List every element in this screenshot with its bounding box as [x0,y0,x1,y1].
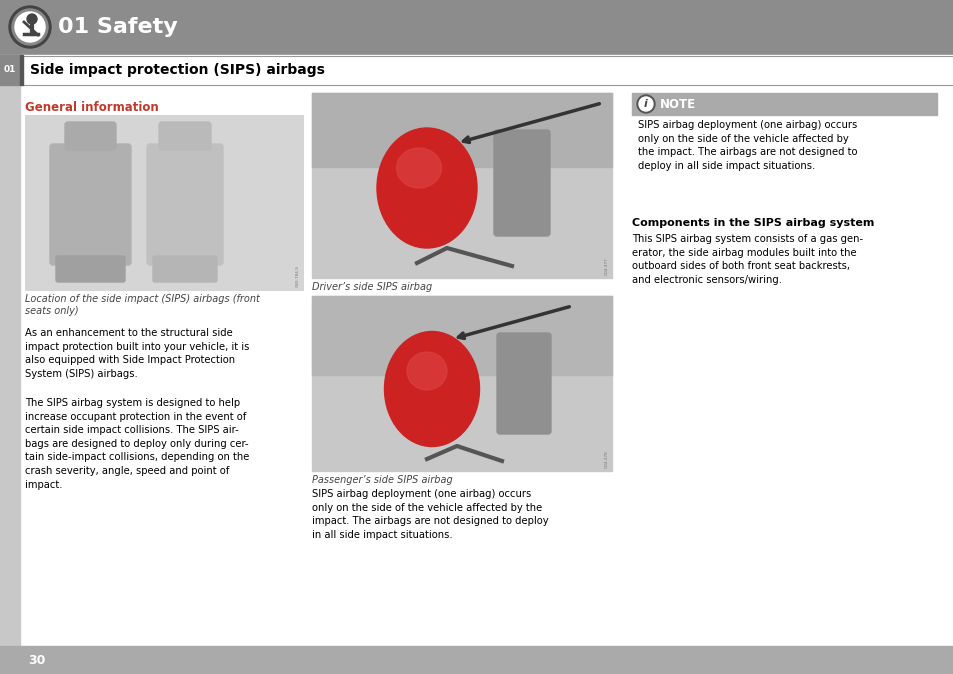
Bar [312,296,612,375]
Bar [312,93,612,167]
Bar [0,0,953,55]
Bar [312,296,612,471]
Text: 01: 01 [4,65,16,75]
Bar [20,55,953,85]
Text: As an enhancement to the structural side
impact protection built into your vehic: As an enhancement to the structural side… [25,328,249,379]
Text: Components in the SIPS airbag system: Components in the SIPS airbag system [631,218,874,228]
Bar [631,93,936,203]
FancyBboxPatch shape [147,144,223,265]
Text: SIPS airbag deployment (one airbag) occurs
only on the side of the vehicle affec: SIPS airbag deployment (one airbag) occu… [312,489,548,540]
FancyBboxPatch shape [56,256,125,282]
Circle shape [9,6,51,48]
Circle shape [27,14,37,24]
Bar [0,55,20,85]
Circle shape [15,12,45,42]
Text: SIPS airbag deployment (one airbag) occurs
only on the side of the vehicle affec: SIPS airbag deployment (one airbag) occu… [638,120,857,171]
Text: The SIPS airbag system is designed to help
increase occupant protection in the e: The SIPS airbag system is designed to he… [25,398,249,489]
Bar [20,55,23,85]
Bar [0,55,20,674]
Circle shape [12,9,48,45]
FancyBboxPatch shape [152,256,216,282]
FancyBboxPatch shape [494,130,550,236]
Bar [312,93,612,278]
Text: Side impact protection (SIPS) airbags: Side impact protection (SIPS) airbags [30,63,325,77]
Circle shape [639,97,652,111]
Bar [631,93,936,115]
Ellipse shape [384,332,479,446]
FancyBboxPatch shape [65,122,116,150]
Bar [25,115,303,290]
Text: General information: General information [25,101,158,114]
Text: G30-784-9: G30-784-9 [295,265,299,287]
FancyBboxPatch shape [497,333,551,434]
Text: NOTE: NOTE [659,98,696,111]
Text: Passenger’s side SIPS airbag: Passenger’s side SIPS airbag [312,475,453,485]
Bar [312,93,612,278]
Text: G04-378: G04-378 [604,450,608,468]
Text: 30: 30 [28,654,46,667]
Ellipse shape [376,128,476,248]
Circle shape [637,95,655,113]
Bar [0,646,953,674]
Text: i: i [643,99,647,109]
Text: Driver’s side SIPS airbag: Driver’s side SIPS airbag [312,282,432,292]
FancyBboxPatch shape [50,144,131,265]
Ellipse shape [396,148,441,188]
FancyBboxPatch shape [159,122,211,150]
Text: Location of the side impact (SIPS) airbags (front
seats only): Location of the side impact (SIPS) airba… [25,294,259,315]
Text: G04-377: G04-377 [604,257,608,275]
Bar [312,296,612,471]
Ellipse shape [407,352,447,390]
Text: 01 Safety: 01 Safety [58,17,177,37]
Text: This SIPS airbag system consists of a gas gen-
erator, the side airbag modules b: This SIPS airbag system consists of a ga… [631,234,862,285]
